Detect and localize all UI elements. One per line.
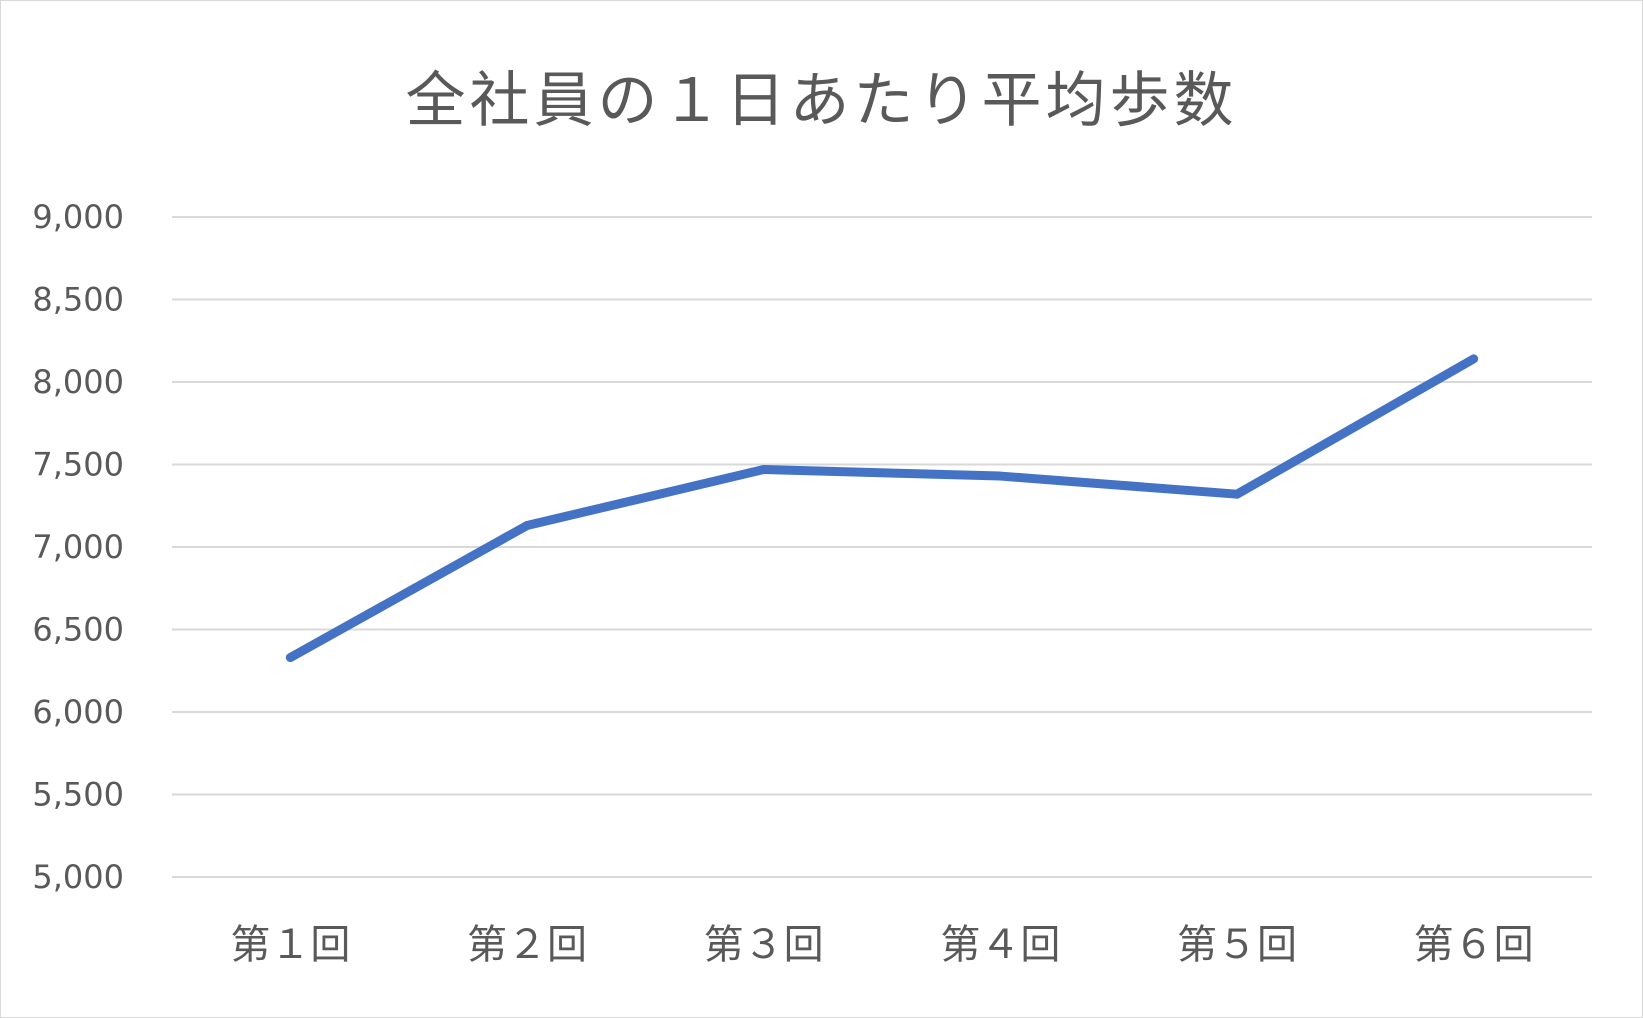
x-category-label: 第６回 xyxy=(1414,922,1534,968)
data-point xyxy=(523,521,531,530)
chart-title: 全社員の１日あたり平均歩数 xyxy=(405,66,1238,136)
series-layer xyxy=(285,354,1479,663)
series-line xyxy=(285,354,1479,663)
data-point xyxy=(996,472,1005,481)
y-tick-label: 5,000 xyxy=(32,858,124,896)
y-tick-label: 6,500 xyxy=(32,611,124,649)
x-category-label: 第５回 xyxy=(1177,922,1297,968)
x-category-label: 第４回 xyxy=(940,922,1060,968)
y-tick-label: 6,000 xyxy=(32,693,124,731)
data-point xyxy=(759,465,768,474)
x-category-label: 第１回 xyxy=(230,922,350,968)
y-tick-label: 7,000 xyxy=(32,528,124,566)
data-point xyxy=(1469,354,1478,363)
y-tick-label: 7,500 xyxy=(32,446,124,484)
x-axis-category-labels: 第１回 第２回 第３回 第４回 第５回 第６回 xyxy=(230,922,1533,968)
y-tick-label: 5,500 xyxy=(32,776,124,814)
x-category-label: 第３回 xyxy=(704,922,824,968)
y-tick-label: 9,000 xyxy=(32,198,124,236)
y-axis-tick-labels: 5,000 5,500 6,000 6,500 7,000 7,500 8,000 8,500… xyxy=(32,198,124,896)
y-tick-label: 8,000 xyxy=(32,363,124,401)
data-point xyxy=(1233,490,1241,499)
x-category-label: 第２回 xyxy=(467,922,587,968)
data-point xyxy=(286,653,295,662)
gridlines xyxy=(172,216,1592,878)
y-tick-label: 8,500 xyxy=(32,281,124,319)
